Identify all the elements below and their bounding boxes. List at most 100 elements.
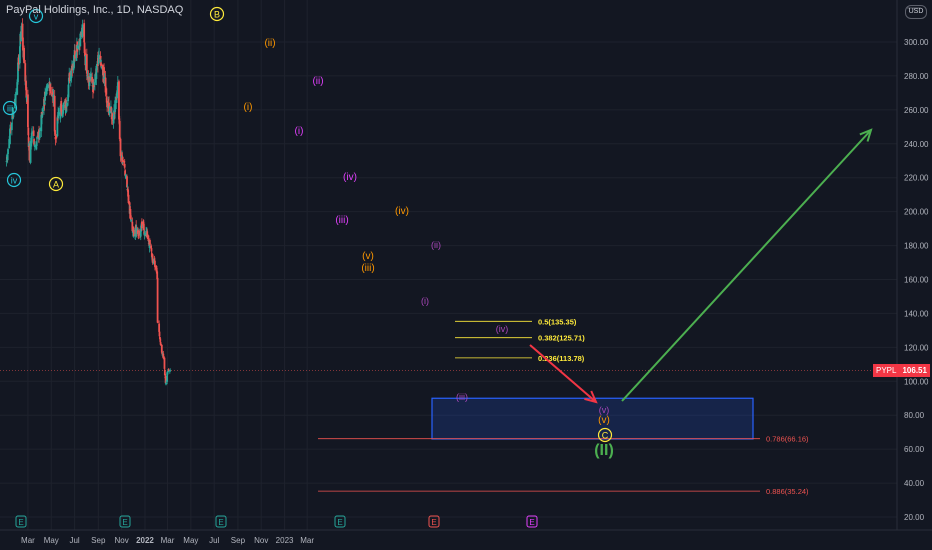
wave-label-circle bbox=[48, 176, 64, 192]
projection-arrow-down bbox=[529, 344, 597, 403]
candle-body bbox=[9, 128, 11, 145]
candle-body bbox=[91, 76, 94, 84]
candle-body bbox=[41, 113, 43, 118]
candle-body bbox=[17, 62, 19, 83]
candle-body bbox=[103, 77, 106, 80]
candle-body bbox=[157, 321, 159, 323]
candle-body bbox=[100, 63, 103, 68]
y-tick-label: 120.00 bbox=[904, 343, 929, 352]
candle-body bbox=[119, 138, 122, 157]
candle-body bbox=[130, 219, 133, 222]
currency-badge[interactable]: USD bbox=[905, 5, 927, 19]
candle-body bbox=[29, 141, 32, 163]
candle-body bbox=[81, 24, 84, 37]
wave-label: C bbox=[602, 431, 609, 441]
candle-body bbox=[5, 160, 8, 162]
candle-body bbox=[24, 63, 27, 82]
candle-body bbox=[36, 136, 39, 138]
y-tick-label: 200.00 bbox=[904, 208, 929, 217]
candle-body bbox=[127, 194, 130, 204]
wave-label: (v) bbox=[598, 415, 610, 426]
wave-label-circle bbox=[2, 100, 18, 116]
candle-body bbox=[87, 76, 90, 83]
candle-body bbox=[111, 113, 114, 121]
candle-body bbox=[82, 26, 84, 29]
wave-label: (ii) bbox=[431, 240, 441, 250]
candle-body bbox=[165, 382, 167, 385]
candle-body bbox=[17, 57, 20, 65]
candle-body bbox=[62, 105, 65, 107]
candle-body bbox=[92, 85, 95, 88]
x-tick-label: Sep bbox=[231, 536, 246, 545]
candle-body bbox=[9, 127, 12, 129]
candle-body bbox=[10, 122, 13, 131]
candle-body bbox=[105, 88, 108, 95]
wave-label: (i) bbox=[421, 296, 429, 306]
candle-body bbox=[116, 82, 119, 94]
candles bbox=[5, 18, 172, 386]
candle-body bbox=[149, 240, 151, 245]
earnings-marker bbox=[334, 515, 346, 528]
candle-body bbox=[28, 145, 31, 161]
wave-label: (iv) bbox=[343, 172, 357, 183]
y-tick-label: 180.00 bbox=[904, 242, 929, 251]
y-tick-label: 260.00 bbox=[904, 106, 929, 115]
candle-body bbox=[103, 67, 105, 78]
y-tick-label: 60.00 bbox=[904, 445, 925, 454]
projection-arrow-up-head bbox=[859, 128, 873, 142]
candle-body bbox=[163, 357, 166, 369]
wave-label: (ii) bbox=[264, 38, 275, 49]
candle-body bbox=[74, 50, 76, 59]
x-tick-label: May bbox=[44, 536, 59, 545]
x-tick-label: 2022 bbox=[136, 536, 154, 545]
wave-label: (i) bbox=[295, 126, 304, 137]
candle-body bbox=[100, 66, 103, 68]
candle-body bbox=[141, 221, 143, 229]
candle-body bbox=[71, 64, 74, 71]
candle-body bbox=[162, 353, 165, 359]
candle-body bbox=[95, 65, 98, 79]
candle-body bbox=[159, 342, 162, 345]
candle-body bbox=[166, 372, 169, 382]
x-tick-label: Nov bbox=[115, 536, 129, 545]
candle-body bbox=[118, 81, 120, 120]
earnings-marker bbox=[119, 515, 131, 528]
candle-body bbox=[129, 209, 132, 217]
wave-label: iv bbox=[11, 176, 18, 186]
candle-body bbox=[132, 229, 135, 237]
candle-body bbox=[45, 86, 48, 95]
ticker-symbol: PYPL bbox=[873, 364, 900, 377]
x-tick-label: Mar bbox=[161, 536, 175, 545]
candle-body bbox=[118, 120, 121, 140]
y-tick-label: 300.00 bbox=[904, 38, 929, 47]
candle-body bbox=[20, 32, 22, 42]
x-tick-label: Mar bbox=[21, 536, 35, 545]
earnings-marker-label: E bbox=[431, 518, 436, 527]
candle-body bbox=[49, 86, 52, 94]
candle-body bbox=[98, 54, 100, 59]
candle-body bbox=[27, 94, 29, 128]
candle-body bbox=[60, 100, 63, 112]
candle-body bbox=[112, 116, 115, 124]
fib-level-label: 0.236(113.78) bbox=[538, 354, 585, 363]
candle-body bbox=[138, 230, 141, 236]
x-tick-label: Sep bbox=[91, 536, 106, 545]
candle-body bbox=[156, 277, 159, 323]
x-tick-label: Jul bbox=[209, 536, 219, 545]
candle-body bbox=[13, 106, 16, 108]
wave-label-circle bbox=[209, 6, 225, 22]
projection-arrow-up bbox=[621, 129, 872, 402]
earnings-marker-label: E bbox=[18, 518, 23, 527]
candle-body bbox=[101, 64, 104, 76]
wave-label: (ii) bbox=[312, 76, 323, 87]
candle-body bbox=[143, 233, 146, 236]
wave-label: (v) bbox=[599, 405, 610, 415]
candle-body bbox=[154, 265, 157, 268]
candle-body bbox=[104, 77, 107, 93]
candle-body bbox=[7, 149, 9, 155]
x-tick-label: Jul bbox=[69, 536, 79, 545]
candle-body bbox=[129, 215, 132, 220]
y-tick-label: 280.00 bbox=[904, 72, 929, 81]
y-tick-label: 80.00 bbox=[904, 411, 925, 420]
